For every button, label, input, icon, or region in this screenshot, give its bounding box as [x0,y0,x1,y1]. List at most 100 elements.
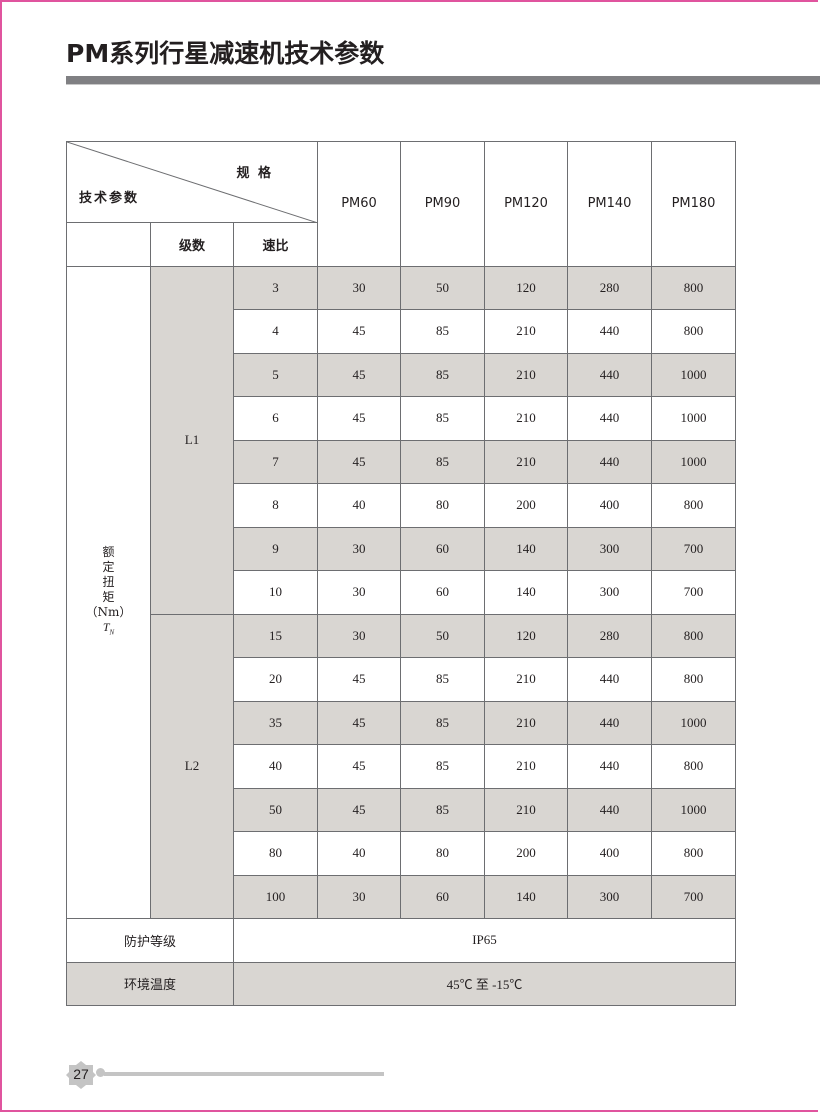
ratio-cell: 100 [232,874,319,919]
ratio-cell: 35 [232,700,319,745]
table-row: 额定扭矩（Nm） TN L1 3 30 50 120 280 800 [66,265,737,919]
param-label-char: 扭 [102,574,115,589]
stage-cell: L1 [150,265,234,615]
torque-cell: 440 [567,700,653,745]
param-label-char: （Nm） [85,604,132,619]
temperature-row: 环境温度 45℃ 至 -15℃ [66,961,737,1006]
torque-cell: 700 [651,526,737,571]
torque-cell: 120 [484,265,569,310]
torque-cell: 280 [567,265,653,310]
corner-header-cell: 规 格 技术参数 [65,141,319,223]
table-row: 9 30 60 140 300 700 [67,526,737,571]
torque-cell: 800 [651,831,737,876]
diagonal-line [67,142,318,223]
blank-header-cell [66,222,151,267]
torque-cell: 85 [400,787,486,832]
spec-table: 规 格 技术参数 PM60 PM90 PM120 PM140 PM180 级数 … [65,141,737,1006]
torque-cell: 800 [651,483,737,528]
torque-cell: 85 [400,309,486,354]
torque-cell: 45 [317,309,402,354]
table-row: 6 45 85 210 440 1000 [67,396,737,441]
torque-cell: 440 [567,787,653,832]
param-label-cell: 额定扭矩（Nm） TN [66,265,151,919]
ratio-cell: 6 [232,396,319,441]
param-label-char: 矩 [102,589,115,604]
torque-cell: 45 [317,352,402,397]
torque-cell: 440 [567,396,653,441]
param-symbol-sub: N [109,627,115,636]
torque-cell: 45 [317,396,402,441]
torque-cell: 140 [484,874,569,919]
torque-cell: 400 [567,483,653,528]
table-row: 5 45 85 210 440 1000 [67,352,737,397]
torque-cell: 300 [567,874,653,919]
temperature-label: 环境温度 [66,961,234,1006]
torque-cell: 60 [400,526,486,571]
table-row: 20 45 85 210 440 800 [67,657,737,702]
torque-cell: 210 [484,787,569,832]
ratio-header: 速比 [232,222,319,267]
torque-cell: 120 [484,613,569,658]
model-header: PM60 [317,141,402,267]
torque-cell: 800 [651,309,737,354]
model-header: PM140 [567,141,653,267]
table-row: 40 45 85 210 440 800 [67,744,737,789]
torque-cell: 210 [484,352,569,397]
page-title: PM系列行星减速机技术参数 [66,39,385,68]
protection-label: 防护等级 [66,918,234,963]
stage-header: 级数 [150,222,234,267]
corner-top-label: 规 格 [236,166,274,181]
gear-icon [66,1061,96,1089]
torque-cell: 85 [400,439,486,484]
torque-cell: 210 [484,396,569,441]
param-symbol: TN [67,620,150,640]
torque-cell: 210 [484,700,569,745]
torque-cell: 300 [567,570,653,615]
page-number: 27 [73,1066,89,1082]
stage-cell: L2 [150,613,234,919]
torque-cell: 40 [317,831,402,876]
torque-cell: 300 [567,526,653,571]
param-label-char: 额 [102,544,115,559]
ratio-cell: 10 [232,570,319,615]
torque-cell: 200 [484,831,569,876]
torque-cell: 1000 [651,352,737,397]
torque-cell: 45 [317,787,402,832]
footer-line [104,1072,384,1076]
table-row: 80 40 80 200 400 800 [67,831,737,876]
torque-cell: 440 [567,744,653,789]
torque-cell: 85 [400,396,486,441]
ratio-cell: 50 [232,787,319,832]
torque-cell: 210 [484,309,569,354]
ratio-cell: 9 [232,526,319,571]
torque-cell: 700 [651,570,737,615]
torque-cell: 140 [484,526,569,571]
torque-cell: 45 [317,657,402,702]
model-header: PM120 [484,141,569,267]
model-header: PM90 [400,141,486,267]
corner-bottom-label: 技术参数 [79,191,140,206]
torque-cell: 50 [400,265,486,310]
footer-dot [96,1068,105,1077]
ratio-cell: 80 [232,831,319,876]
torque-cell: 50 [400,613,486,658]
ratio-cell: 15 [232,613,319,658]
torque-cell: 85 [400,352,486,397]
torque-cell: 80 [400,483,486,528]
table-row: 100 30 60 140 300 700 [67,874,737,919]
torque-cell: 800 [651,657,737,702]
torque-cell: 30 [317,526,402,571]
torque-cell: 1000 [651,787,737,832]
ratio-cell: 8 [232,483,319,528]
ratio-cell: 7 [232,439,319,484]
torque-cell: 200 [484,483,569,528]
torque-cell: 30 [317,874,402,919]
title-underline-bar [66,76,820,85]
torque-cell: 85 [400,700,486,745]
torque-cell: 85 [400,744,486,789]
ratio-cell: 3 [232,265,319,310]
torque-cell: 700 [651,874,737,919]
torque-cell: 80 [400,831,486,876]
torque-cell: 1000 [651,439,737,484]
